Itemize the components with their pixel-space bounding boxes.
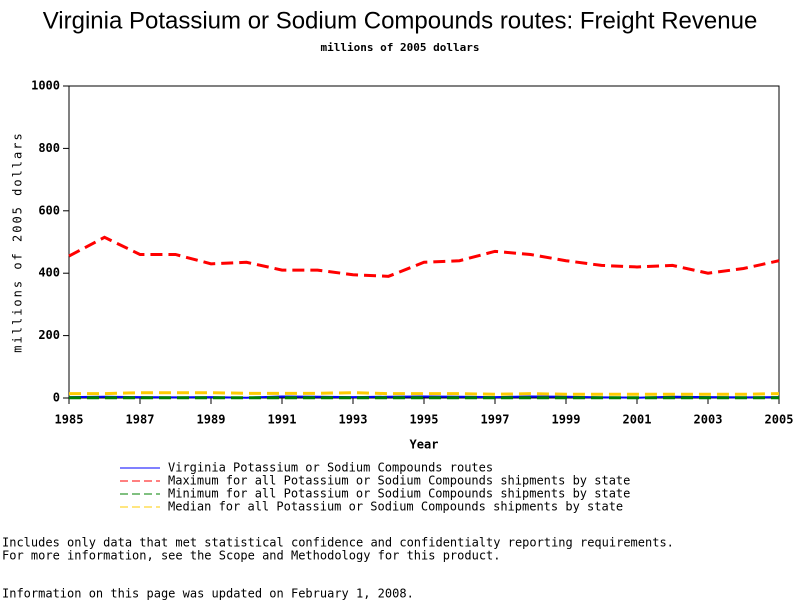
y-tick-label: 800 bbox=[38, 141, 60, 155]
legend-label: Median for all Potassium or Sodium Compo… bbox=[168, 500, 623, 514]
chart-title: Virginia Potassium or Sodium Compounds r… bbox=[43, 7, 758, 34]
y-tick-label: 0 bbox=[53, 391, 60, 405]
y-tick-label: 600 bbox=[38, 203, 60, 217]
y-axis-label: millions of 2005 dollars bbox=[11, 131, 25, 352]
x-tick-label: 1993 bbox=[339, 413, 368, 427]
legend-label: Virginia Potassium or Sodium Compounds r… bbox=[168, 461, 493, 475]
note: Information on this page was updated on … bbox=[2, 587, 414, 600]
legend-label: Minimum for all Potassium or Sodium Comp… bbox=[168, 487, 630, 501]
x-tick-label: 1997 bbox=[481, 413, 510, 427]
x-tick-label: 2005 bbox=[765, 413, 794, 427]
x-tick-label: 2003 bbox=[694, 413, 723, 427]
y-tick-label: 1000 bbox=[31, 79, 60, 93]
series-line bbox=[69, 391, 780, 396]
legend-label: Maximum for all Potassium or Sodium Comp… bbox=[168, 474, 630, 488]
x-tick-label: 1995 bbox=[410, 413, 439, 427]
y-tick-label: 400 bbox=[38, 266, 60, 280]
series-line bbox=[68, 235, 780, 278]
x-tick-label: 1989 bbox=[197, 413, 226, 427]
y-tick-label: 200 bbox=[38, 328, 60, 342]
x-tick-label: 1999 bbox=[552, 413, 581, 427]
plot-frame bbox=[68, 85, 780, 399]
x-tick-label: 2001 bbox=[623, 413, 652, 427]
note: Includes only data that met statistical … bbox=[2, 536, 674, 550]
x-axis-label: Year bbox=[410, 438, 439, 452]
x-tick-label: 1985 bbox=[55, 413, 84, 427]
chart-subtitle: millions of 2005 dollars bbox=[321, 41, 480, 54]
note: For more information, see the Scope and … bbox=[2, 549, 501, 563]
x-tick-label: 1987 bbox=[126, 413, 155, 427]
x-tick-label: 1991 bbox=[268, 413, 297, 427]
